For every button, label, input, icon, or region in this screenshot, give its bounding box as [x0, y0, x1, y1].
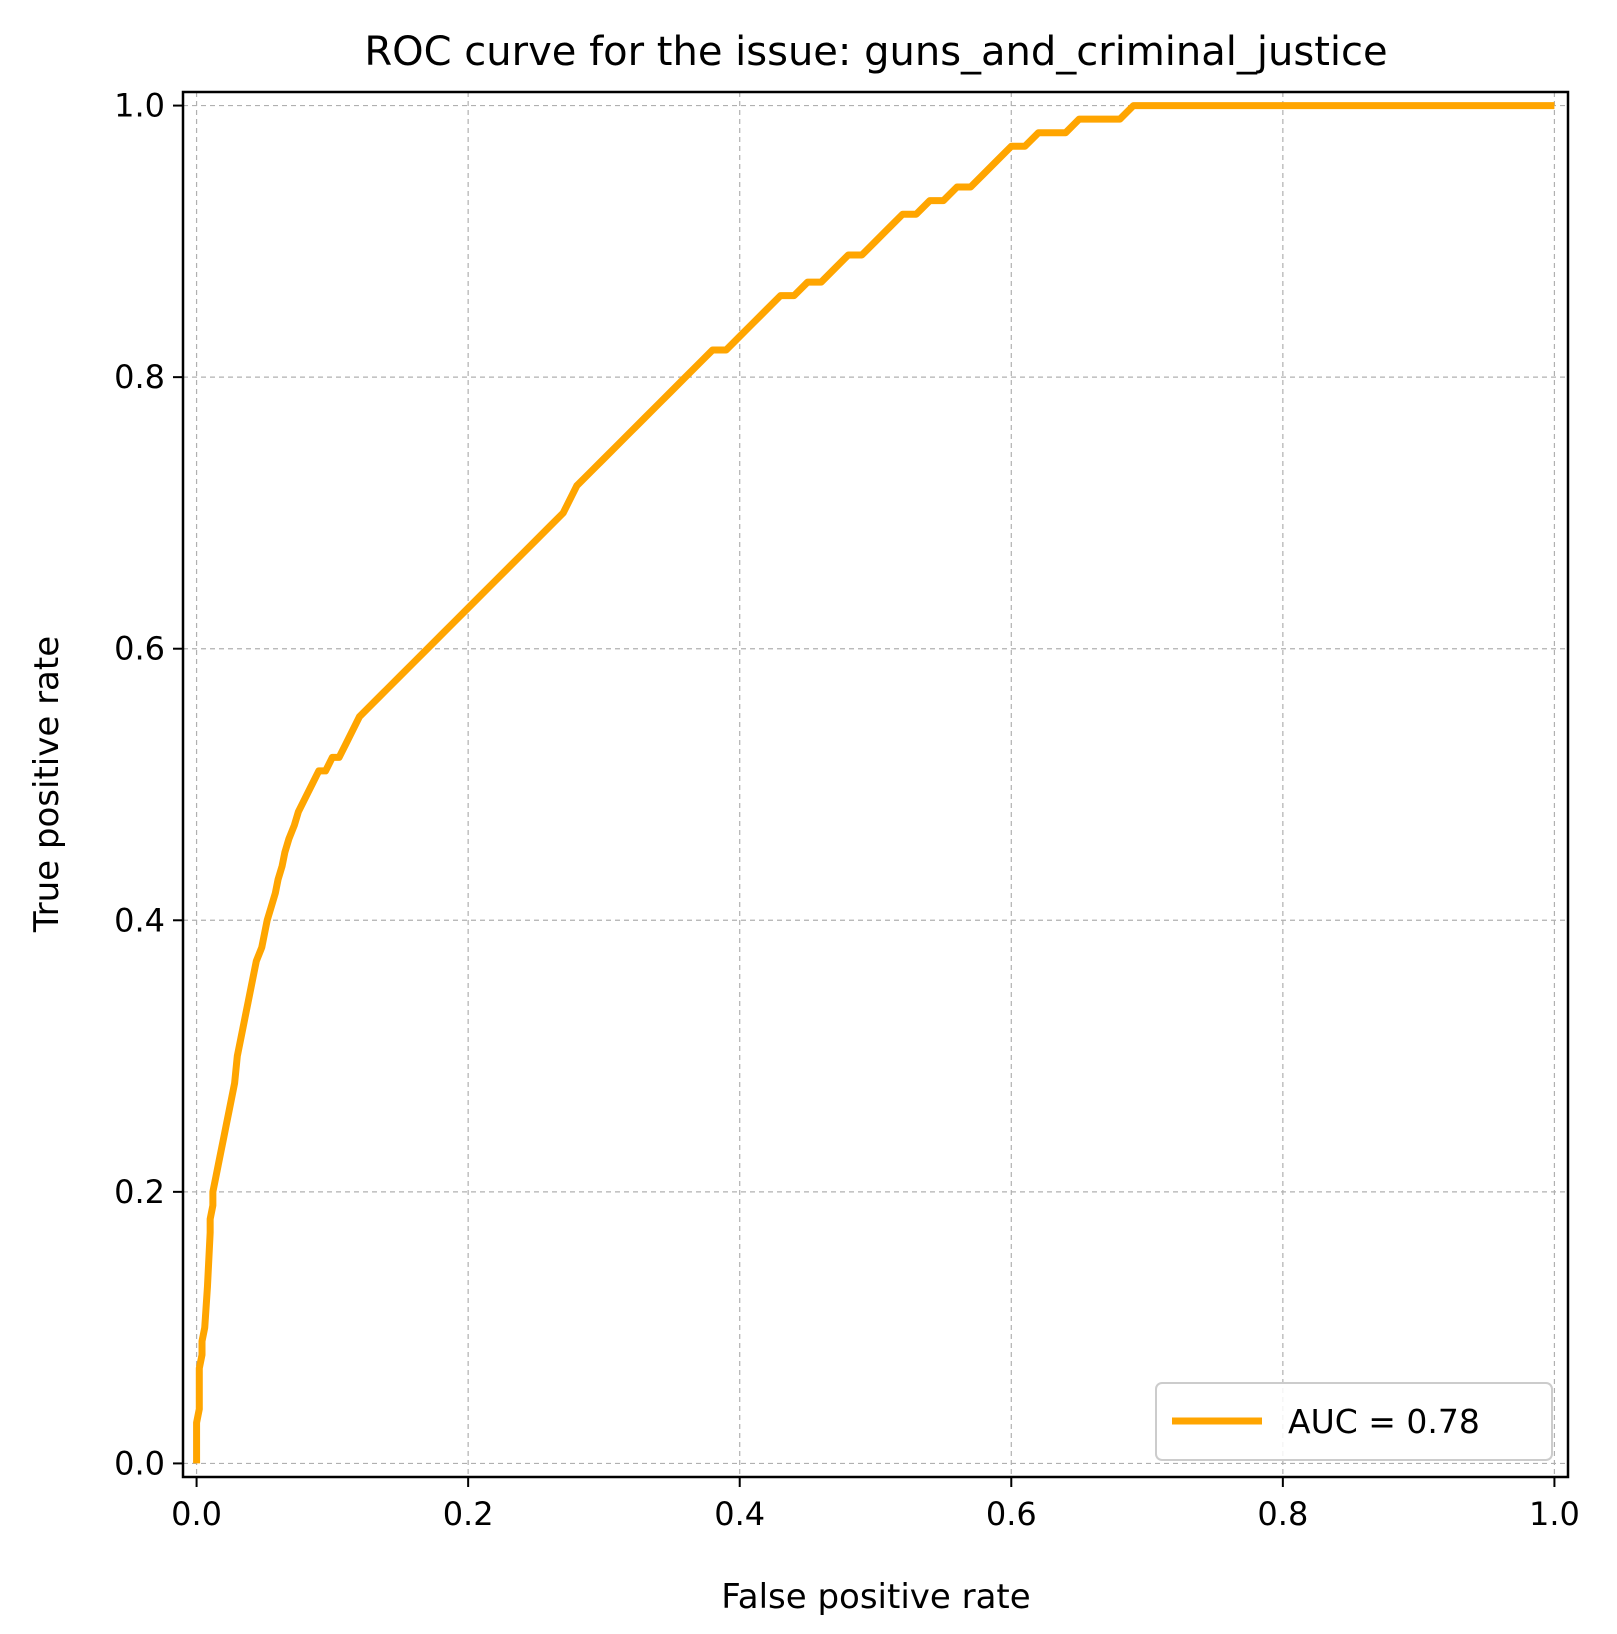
grid: [183, 92, 1568, 1477]
plot-frame: [181, 90, 1570, 1479]
x-tick-label: 0.2: [443, 1495, 494, 1533]
y-tick-label: 0.4: [114, 901, 165, 939]
x-tick-label: 0.6: [986, 1495, 1037, 1533]
y-tick-label: 1.0: [114, 87, 165, 125]
x-tick-label: 0.8: [1257, 1495, 1308, 1533]
y-tick-label: 0.8: [114, 358, 165, 396]
chart-title: ROC curve for the issue: guns_and_crimin…: [364, 29, 1387, 75]
roc-curve-line: [193, 102, 1555, 1464]
x-tick-label: 0.0: [171, 1495, 222, 1533]
legend-box: [1155, 1382, 1553, 1461]
y-axis-label: True positive rate: [27, 636, 67, 933]
x-tick-label: 0.4: [714, 1495, 765, 1533]
y-tick-label: 0.2: [114, 1173, 165, 1211]
legend-label: AUC = 0.78: [1288, 1402, 1480, 1441]
axis-ticks: 0.0 0.2 0.4 0.6 0.8 1.0 0.0 0.2 0.4 0.6 0.8 1.0: [114, 87, 1580, 1533]
x-axis-label: False positive rate: [721, 1577, 1030, 1617]
curve-layer: [193, 102, 1555, 1464]
y-tick-label: 0.6: [114, 630, 165, 668]
x-tick-label: 1.0: [1529, 1495, 1580, 1533]
y-tick-label: 0.0: [114, 1444, 165, 1482]
legend: AUC = 0.78: [1155, 1382, 1553, 1461]
